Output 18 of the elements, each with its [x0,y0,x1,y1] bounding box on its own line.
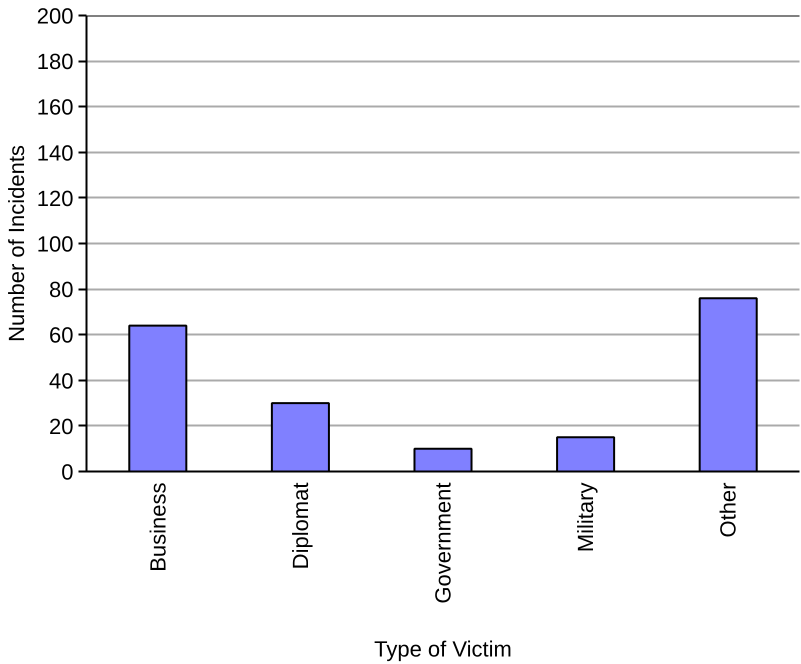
y-tick-label: 20 [49,414,74,439]
y-axis-title: Number of Incidents [4,145,29,342]
y-tick-label: 100 [36,232,74,256]
x-axis-title: Type of Victim [374,636,512,662]
y-tick-label: 40 [49,368,74,394]
y-tick-label: 180 [36,49,74,74]
y-tick-label: 0 [61,460,74,484]
x-tick-label: Other [716,482,741,538]
x-tick-label: Diplomat [288,482,313,570]
x-tick-label: Business [145,482,170,572]
y-tick-label: 200 [36,4,74,28]
y-tick-label: 160 [36,94,74,120]
y-tick-label: 140 [36,140,74,166]
y-tick-label: 60 [49,322,74,348]
x-tick-label: Military [573,482,598,552]
y-tick-label: 120 [36,186,74,211]
x-tick-label: Government [430,482,456,604]
y-tick-label: 80 [49,277,74,302]
